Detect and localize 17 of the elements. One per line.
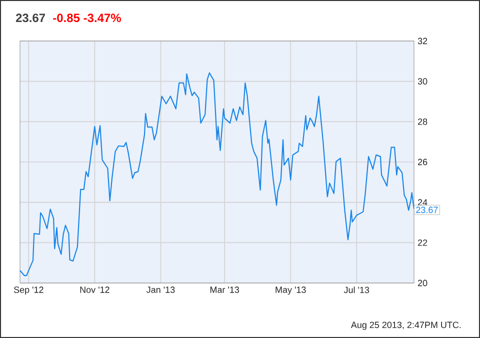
- y-tick-label: 30: [418, 78, 428, 85]
- x-tick-label: Jan '13: [146, 286, 175, 293]
- x-tick-label: Sep '12: [14, 286, 44, 295]
- y-tick-label: 22: [418, 240, 428, 246]
- y-tick-label: 20: [418, 280, 428, 286]
- y-tick-label: 28: [418, 118, 428, 125]
- chart-title: 23.67: [16, 14, 46, 22]
- text: Aug 25 2013, 2:47PM UTC.: [350, 322, 461, 330]
- x-tick-label: May '13: [276, 286, 306, 295]
- x-tick-label: Mar '13: [210, 286, 240, 293]
- annotation: 23.67: [416, 206, 438, 214]
- y-tick-label: 24: [418, 199, 428, 206]
- y-tick-label: 32: [418, 38, 428, 44]
- chart-subtitle: -0.85 -3.47%: [53, 14, 121, 22]
- x-tick-label: Jul '13: [344, 286, 370, 294]
- x-tick-label: Nov '12: [80, 286, 110, 293]
- y-tick-label: 26: [418, 158, 428, 166]
